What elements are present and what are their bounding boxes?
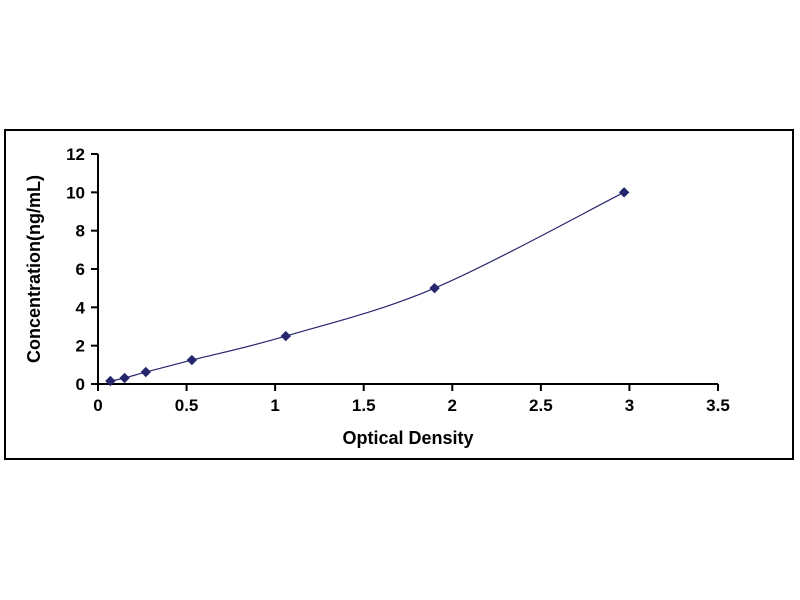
- data-point-marker: [105, 375, 116, 387]
- x-tick-label: 1.5: [352, 396, 376, 415]
- data-point-marker: [186, 354, 198, 366]
- y-tick-label: 12: [66, 145, 85, 164]
- data-point-marker: [280, 330, 291, 342]
- chart-generated-layer: 0 0.5 1 1.5 2 2.5 3 3.5 0 2 4 6 8 10 12: [66, 145, 730, 415]
- curve-path: [110, 191, 625, 382]
- chart-frame: 0 0.5 1 1.5 2 2.5 3 3.5 0 2 4 6 8 10 12 Optical Densit…: [4, 129, 794, 460]
- data-point-marker: [140, 366, 152, 378]
- y-tick-label: 4: [76, 298, 86, 317]
- x-tick-label: 2.5: [529, 396, 553, 415]
- y-tick-label: 0: [76, 375, 85, 394]
- data-point-marker: [429, 282, 440, 294]
- x-tick-label: 3: [625, 396, 634, 415]
- data-point-marker: [119, 372, 130, 384]
- data-point-marker: [618, 187, 630, 198]
- y-tick-label: 10: [66, 183, 85, 202]
- y-tick-label: 8: [76, 222, 85, 241]
- x-axis-label: Optical Density: [342, 428, 473, 448]
- standard-curve-chart: 0 0.5 1 1.5 2 2.5 3 3.5 0 2 4 6 8 10 12 Optical Densit…: [24, 145, 730, 448]
- x-tick-label: 0: [93, 396, 102, 415]
- x-tick-label: 2: [448, 396, 457, 415]
- y-axis-label: Concentration(ng/mL): [24, 175, 44, 363]
- y-tick-label: 2: [76, 337, 85, 356]
- x-tick-label: 0.5: [175, 396, 199, 415]
- x-tick-label: 1: [270, 396, 279, 415]
- x-tick-label: 3.5: [706, 396, 730, 415]
- y-tick-label: 6: [76, 260, 85, 279]
